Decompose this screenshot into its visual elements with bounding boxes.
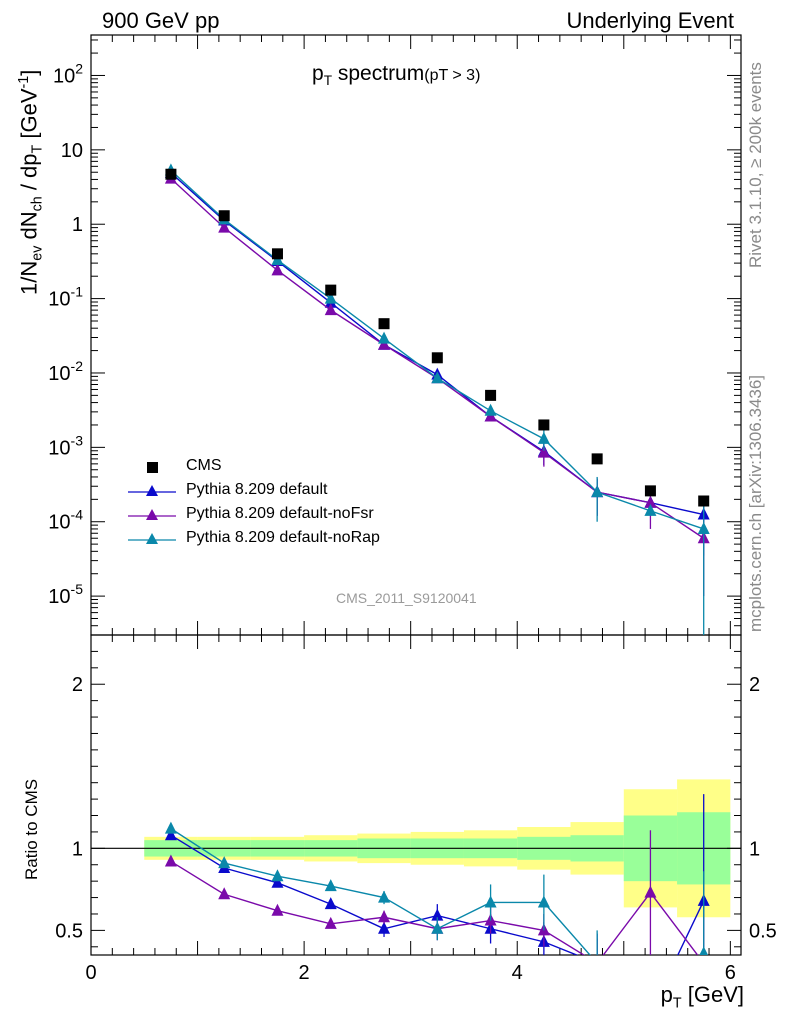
x-tick-label: 2 xyxy=(299,962,310,984)
data-point xyxy=(538,419,550,431)
data-point xyxy=(644,485,656,497)
ratio-y-tick-label: 0.5 xyxy=(55,920,83,942)
ratio-point xyxy=(591,956,603,968)
ratio-point xyxy=(644,1005,656,1017)
ratio-point xyxy=(591,956,603,968)
legend-label: CMS xyxy=(186,457,222,474)
series-point xyxy=(644,495,657,508)
ratio-point xyxy=(218,887,231,900)
series-point xyxy=(697,521,710,534)
ratio-point xyxy=(164,828,177,841)
chart-title: pT spectrum(pT > 3) xyxy=(312,62,481,89)
y-tick-label: 10-3 xyxy=(48,432,83,459)
series-point xyxy=(324,303,337,316)
chart-title-main: spectrum xyxy=(337,62,425,85)
analysis-id-label: CMS_2011_S9120041 xyxy=(336,590,477,606)
chart-marks xyxy=(164,163,710,1017)
x-axis-label: pT [GeV] xyxy=(660,982,744,1012)
data-point xyxy=(431,352,443,364)
ratio-point xyxy=(378,921,391,934)
y-tick-label: 102 xyxy=(53,60,83,87)
series-point xyxy=(271,263,284,276)
y-tick-label: 10 xyxy=(61,140,83,162)
ratio-point xyxy=(644,1005,656,1017)
legend-label: Pythia 8.209 default-noRap xyxy=(186,529,380,546)
legend-symbol-triangle xyxy=(128,533,176,544)
data-point xyxy=(485,389,497,401)
ratio-point xyxy=(698,956,710,968)
y-tick-label: 1 xyxy=(72,214,83,236)
ratio-point xyxy=(271,869,284,882)
series-point xyxy=(537,445,550,458)
series-point xyxy=(378,331,391,344)
series-point xyxy=(591,485,604,498)
ratio-y-tick-label: 1 xyxy=(749,838,760,860)
ratio-point xyxy=(484,895,497,908)
y-tick-label: 10-5 xyxy=(48,581,83,608)
ratio-point xyxy=(324,879,337,892)
ratio-point xyxy=(324,897,337,910)
ratio-point xyxy=(644,885,657,898)
ratio-y-axis-label: Ratio to CMS xyxy=(22,778,41,880)
y-tick-label: 10-1 xyxy=(48,284,83,311)
ratio-point xyxy=(537,895,550,908)
series-point xyxy=(644,503,657,516)
header-left-label: 900 GeV pp xyxy=(102,8,220,33)
data-point xyxy=(218,210,230,222)
ratio-panel-marks xyxy=(164,794,710,1017)
y-tick-label: 10-4 xyxy=(48,507,83,534)
ratio-point xyxy=(699,946,709,955)
legend-symbol-triangle xyxy=(128,485,176,496)
series-point xyxy=(484,403,497,416)
legend-symbol-square xyxy=(147,462,158,473)
ratio-y-tick-label: 1 xyxy=(72,838,83,860)
ratio-point xyxy=(378,910,391,923)
series-point xyxy=(324,291,337,304)
data-point xyxy=(378,318,390,330)
data-point xyxy=(165,168,177,180)
header-right-label: Underlying Event xyxy=(566,8,734,33)
mcplots-reference-label: mcplots.cern.ch [arXiv:1306.3436] xyxy=(746,374,765,632)
ratio-point xyxy=(271,903,284,916)
rivet-version-label: Rivet 3.1.10, ≥ 200k events xyxy=(746,62,765,268)
ratio-y-tick-label: 2 xyxy=(749,674,760,696)
main-panel-marks xyxy=(164,163,710,635)
ratio-point xyxy=(271,875,284,888)
data-point xyxy=(325,284,337,296)
series-line xyxy=(170,172,704,516)
legend-label: Pythia 8.209 default-noFsr xyxy=(186,505,374,522)
ratio-point xyxy=(324,916,337,929)
chart-title-cut: (pT > 3) xyxy=(424,67,481,84)
data-point xyxy=(698,495,710,507)
ratio-point xyxy=(591,956,603,968)
ratio-point xyxy=(164,854,177,867)
x-tick-label: 6 xyxy=(725,962,736,984)
ratio-panel-frame xyxy=(90,634,742,956)
x-tick-label: 0 xyxy=(85,962,96,984)
ratio-y-tick-label: 2 xyxy=(72,674,83,696)
ratio-point xyxy=(431,908,444,921)
legend-label: Pythia 8.209 default xyxy=(186,481,328,498)
series-point xyxy=(218,220,231,233)
axes-frames: 0 2 4 6 10-5 10-4 10-3 10-2 10-1 1 10 102 0.5 0.5 1 1 2 2 xyxy=(48,34,777,984)
series-point xyxy=(431,371,444,384)
ratio-point xyxy=(164,821,177,834)
main-y-axis-label: 1/Nev dNch / dpT [GeV-1] xyxy=(16,69,46,295)
y-tick-label: 10-2 xyxy=(48,358,83,385)
ratio-point xyxy=(378,890,391,903)
ratio-point xyxy=(218,856,231,869)
ratio-point xyxy=(431,921,444,934)
legend-symbol-triangle xyxy=(128,509,176,520)
series-point xyxy=(378,337,391,350)
x-tick-label: 4 xyxy=(512,962,523,984)
data-point xyxy=(591,453,603,465)
series-point xyxy=(537,431,550,444)
series-line xyxy=(170,169,704,530)
ratio-y-tick-label: 0.5 xyxy=(749,920,777,942)
data-point xyxy=(271,248,283,260)
